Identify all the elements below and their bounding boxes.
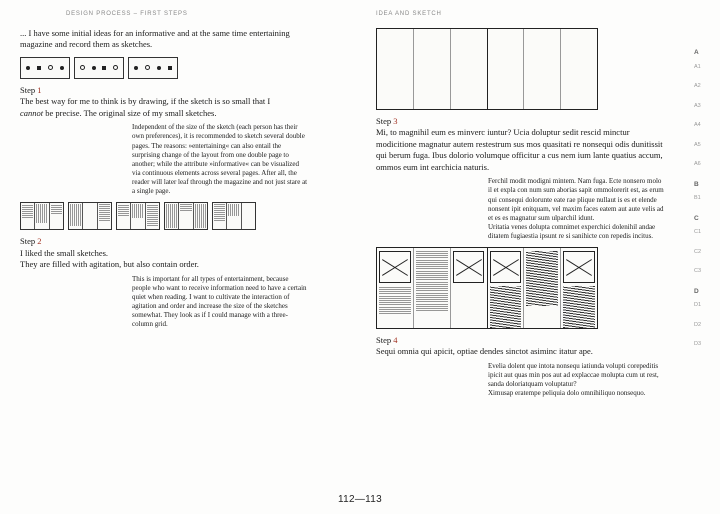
mini-sketch: [20, 57, 70, 79]
mini-sketch: [68, 202, 112, 230]
big-sketch-1: [376, 28, 598, 110]
step4-note: Evelia dolent que intota nonsequ iatiund…: [488, 362, 664, 398]
step1-text: The best way for me to think is by drawi…: [20, 96, 292, 119]
mini-sketch: [20, 202, 64, 230]
big-sketch-2: [376, 247, 598, 329]
mini-sketch: [116, 202, 160, 230]
margin-index: A A1A2A3 A4A5A6 BB1 C C1C2C3 D D1D2D3: [694, 42, 714, 362]
step4-text: Sequi omnia qui apicit, optiae dendes si…: [376, 346, 664, 357]
step3-label: Step 3: [376, 116, 672, 127]
running-head-left: DESIGN PROCESS – FIRST STEPS: [66, 10, 188, 18]
step3-text: Mi, to magnihil eum es minverc iuntur? U…: [376, 127, 664, 173]
page-number: 112—113: [0, 493, 720, 507]
sketch-row-2: [20, 202, 350, 230]
right-page: Step 3 Mi, to magnihil eum es minverc iu…: [376, 28, 672, 402]
step2-note: This is important for all types of enter…: [132, 275, 308, 330]
step2-text: I liked the small sketches. They are fil…: [20, 248, 292, 271]
left-page: ... I have some initial ideas for an inf…: [20, 28, 350, 333]
mini-sketch: [212, 202, 256, 230]
step2-label: Step 2: [20, 236, 350, 247]
step3-note: Ferchil modit modigni mintem. Nam fuga. …: [488, 177, 664, 241]
sketch-row-1: [20, 57, 350, 79]
intro-text: ... I have some initial ideas for an inf…: [20, 28, 292, 51]
mini-sketch: [74, 57, 124, 79]
running-head-right: IDEA AND SKETCH: [376, 10, 442, 18]
step4-label: Step 4: [376, 335, 672, 346]
mini-sketch: [164, 202, 208, 230]
mini-sketch: [128, 57, 178, 79]
step1-label: Step 1: [20, 85, 350, 96]
step1-note: Independent of the size of the sketch (e…: [132, 123, 308, 196]
